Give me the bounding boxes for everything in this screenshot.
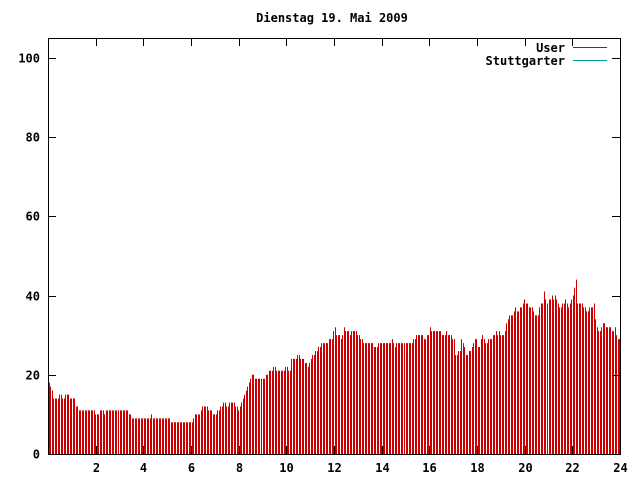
x-tick-label: 24 xyxy=(613,461,627,475)
y-tick-label: 100 xyxy=(18,52,40,66)
y-tick-label: 0 xyxy=(33,448,40,462)
x-tick-label: 6 xyxy=(188,461,195,475)
x-tick-label: 18 xyxy=(470,461,484,475)
x-tick-label: 22 xyxy=(565,461,579,475)
x-tick-label: 2 xyxy=(93,461,100,475)
x-tick-label: 20 xyxy=(518,461,532,475)
legend-label: Stuttgarter xyxy=(486,54,565,68)
bars-user xyxy=(49,279,620,454)
y-tick-label: 20 xyxy=(26,369,40,383)
x-tick-label: 10 xyxy=(279,461,293,475)
y-tick-label: 60 xyxy=(26,210,40,224)
legend-label: User xyxy=(536,41,565,55)
x-tick-label: 16 xyxy=(422,461,436,475)
x-tick-label: 12 xyxy=(327,461,341,475)
x-tick-label: 4 xyxy=(140,461,147,475)
chart-title: Dienstag 19. Mai 2009 xyxy=(256,11,408,25)
y-tick-label: 40 xyxy=(26,290,40,304)
y-tick-label: 80 xyxy=(26,131,40,145)
x-tick-label: 8 xyxy=(236,461,243,475)
x-tick-label: 14 xyxy=(375,461,389,475)
